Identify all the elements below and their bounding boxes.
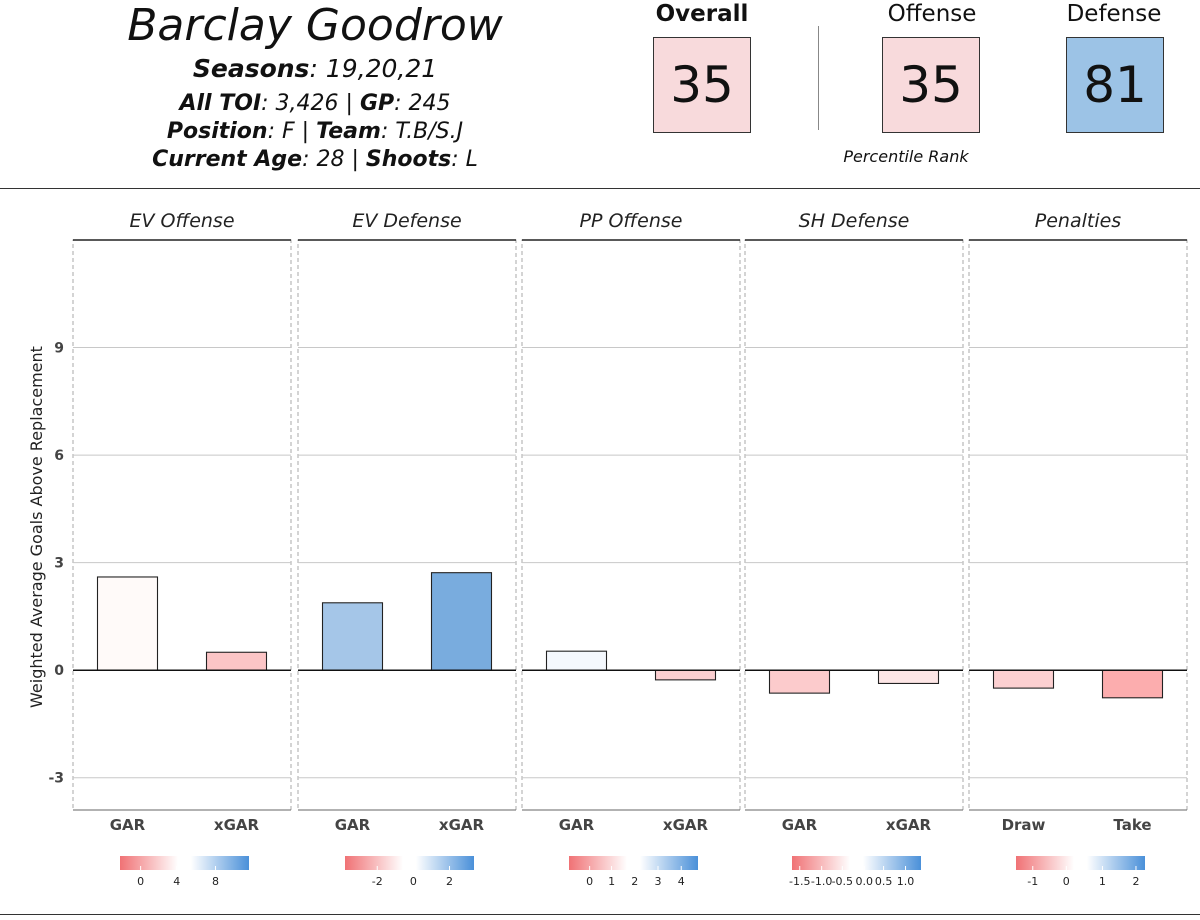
color-legend-ev-defense [345,856,474,870]
rank-divider [818,26,819,130]
panel-border-sh-defense [744,239,964,811]
color-legend-penalties [1016,856,1145,870]
toi-value: : 3,426 | [261,91,360,116]
bar-ev-offense-gar [96,576,159,671]
y-tick-label: 0 [54,663,64,679]
seasons-value: : 19,20,21 [309,54,438,83]
bar-ev-offense-xgar [205,651,268,671]
legend-tick-label: -1.5 [789,875,810,888]
gp-label: GP [359,91,395,116]
team-value: : T.B/S.J [380,119,464,144]
gp-value: : 245 [394,91,451,116]
legend-tick-label: 2 [446,875,453,888]
legend-tick-label: 0.5 [875,875,893,888]
percentile-rank-note: Percentile Rank [843,147,969,166]
x-tick-label: GAR [110,816,146,834]
x-tick-label: xGAR [886,816,932,834]
position-team-line: Position: F | Team: T.B/S.J [100,118,530,146]
legend-tick-label: 8 [212,875,219,888]
color-legend-pp-offense [569,856,698,870]
offense-rank-title: Offense [887,1,977,27]
color-legend-sh-defense [792,856,921,870]
defense-rank-title: Defense [1066,1,1162,27]
legend-tick-label: 2 [1132,875,1139,888]
legend-tick-label: 0 [1063,875,1070,888]
shoots-label: Shoots [365,147,452,172]
shoots-value: : L [451,147,478,172]
bar-pp-offense-gar [545,650,608,671]
legend-tick-label: -0.5 [832,875,853,888]
panel-title-sh-defense: SH Defense [799,210,910,232]
y-tick-label: 6 [54,448,64,464]
panel-border-pp-offense [521,239,741,811]
legend-tick-label: 0 [137,875,144,888]
legend-tick-label: 3 [655,875,662,888]
legend-tick-label: 4 [173,875,180,888]
bar-sh-defense-xgar [877,669,940,685]
legend-tick-label: 4 [678,875,685,888]
footer-divider [0,914,1200,915]
color-legend-ev-offense [120,856,249,870]
player-name: Barclay Goodrow [127,0,503,51]
legend-tick-label: 1 [608,875,615,888]
player-header: Barclay Goodrow Seasons: 19,20,21 All TO… [0,0,1200,190]
legend-tick-label: -1 [1027,875,1038,888]
header-divider [0,188,1200,189]
bar-penalties-take [1101,669,1164,699]
position-label: Position [166,119,268,144]
panel-border-ev-defense [297,239,517,811]
bar-pp-offense-xgar [654,669,717,681]
x-tick-label: GAR [335,816,371,834]
legend-tick-label: 0 [410,875,417,888]
overall-rank-box: 35 [653,37,751,133]
x-tick-label: GAR [559,816,595,834]
team-label: Team [316,119,381,144]
age-value: : 28 | [302,147,366,172]
x-tick-label: xGAR [439,816,485,834]
x-tick-label: Take [1113,816,1151,834]
x-tick-label: GAR [782,816,818,834]
legend-tick-label: 0.0 [855,875,873,888]
legend-tick-label: 1.0 [897,875,915,888]
y-axis-label: Weighted Average Goals Above Replacement [27,346,46,708]
position-value: : F | [267,119,317,144]
toi-label: All TOI [179,91,262,116]
seasons-label: Seasons [192,54,310,83]
age-shoots-line: Current Age: 28 | Shoots: L [100,146,530,174]
toi-gp-line: All TOI: 3,426 | GP: 245 [100,90,530,118]
y-tick-label: 9 [54,341,64,357]
y-tick-label: -3 [48,771,64,787]
offense-rank-box: 35 [882,37,980,133]
bar-ev-defense-gar [321,602,384,671]
legend-tick-label: 1 [1099,875,1106,888]
seasons-line: Seasons: 19,20,21 [100,54,530,84]
panel-border-penalties [968,239,1188,811]
x-tick-label: xGAR [214,816,260,834]
bar-ev-defense-xgar [430,572,493,671]
panel-title-ev-defense: EV Defense [352,210,461,232]
legend-tick-label: 0 [586,875,593,888]
y-tick-label: 3 [54,556,64,572]
overall-rank-title: Overall [655,1,749,27]
x-tick-label: Draw [1002,816,1046,834]
age-label: Current Age [152,147,303,172]
defense-rank-box: 81 [1066,37,1164,133]
bar-sh-defense-gar [768,669,831,694]
x-tick-label: xGAR [663,816,709,834]
panel-title-ev-offense: EV Offense [129,210,234,232]
panel-border-ev-offense [72,239,292,811]
panel-title-pp-offense: PP Offense [580,210,683,232]
legend-tick-label: -2 [372,875,383,888]
gar-bar-chart: Weighted Average Goals Above Replacement… [27,210,1188,888]
bar-penalties-draw [992,669,1055,689]
panel-title-penalties: Penalties [1035,210,1122,232]
legend-tick-label: 2 [631,875,638,888]
legend-tick-label: -1.0 [811,875,832,888]
